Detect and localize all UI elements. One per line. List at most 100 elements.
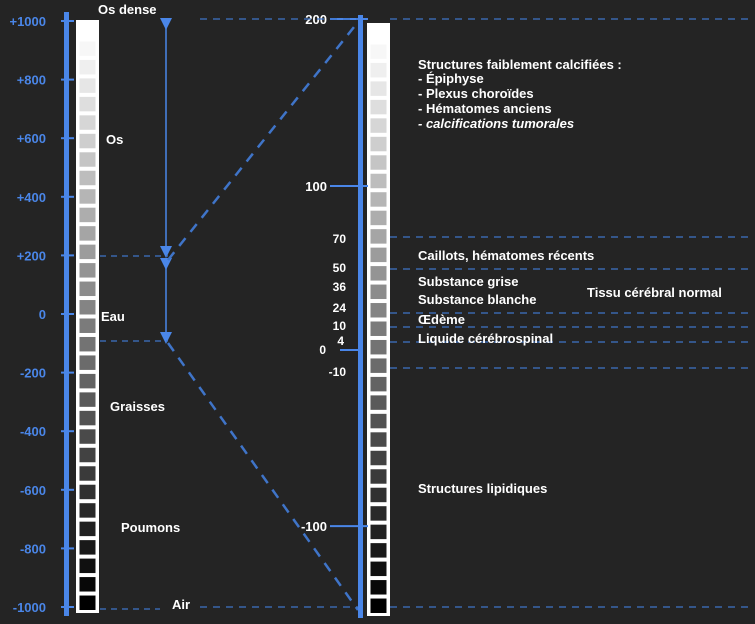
left-tick-label: -200	[20, 366, 46, 381]
right-value-label: 0	[319, 343, 326, 357]
left-strip-swatch	[78, 280, 97, 298]
normal-tissue-label: Tissu cérébral normal	[587, 285, 722, 300]
calcified-structure-item: - Plexus choroïdes	[418, 86, 534, 101]
calcified-structure-item: - Hématomes anciens	[418, 101, 552, 116]
left-strip-swatch	[78, 409, 97, 427]
right-strip-swatch	[369, 154, 388, 171]
annotations: Structures faiblement calcifiées :- Épip…	[418, 57, 722, 496]
left-strip-swatch	[78, 22, 97, 39]
left-tissue-label: Graisses	[110, 399, 165, 414]
left-strip-swatch	[78, 262, 97, 279]
left-tick-label: +800	[17, 73, 46, 88]
right-strip-swatch	[369, 412, 388, 430]
left-tissue-label: Os	[106, 132, 123, 147]
right-major-tick-label: 200	[305, 12, 327, 27]
right-value-label: 4	[337, 334, 344, 348]
calcified-structure-item: - Épiphyse	[418, 71, 484, 86]
left-strip-swatch	[78, 132, 97, 150]
left-tick-label: +600	[17, 131, 46, 146]
left-strip-swatch	[78, 465, 97, 482]
right-strip-swatch	[369, 191, 388, 208]
left-strip-frame	[76, 20, 99, 613]
left-tissue-labels: Os dense Os Eau Graisses Poumons Air	[98, 2, 190, 612]
value-guide-lines	[200, 18, 750, 608]
right-strip-swatch	[369, 449, 388, 467]
right-strip-swatch	[369, 320, 388, 337]
left-strip-swatch	[78, 151, 97, 168]
right-strip-swatch	[369, 246, 388, 264]
left-strip-swatch	[78, 188, 97, 205]
left-strip-swatch	[78, 317, 97, 334]
right-strip-swatch	[369, 80, 388, 97]
left-tick-label: -600	[20, 483, 46, 498]
left-tick-label: -1000	[13, 600, 46, 615]
left-strip-swatch	[78, 40, 97, 57]
right-scale-axis	[358, 15, 363, 618]
left-tissue-label: Os dense	[98, 2, 157, 17]
right-value-label: 50	[333, 261, 347, 275]
left-strip-swatch	[78, 372, 97, 390]
right-value-label: 70	[333, 232, 347, 246]
calcified-structure-item: - calcifications tumorales	[418, 116, 574, 131]
right-axis-bar	[358, 15, 363, 618]
right-strip-swatch	[369, 468, 388, 485]
left-tick-label: -400	[20, 424, 46, 439]
right-strip-swatch	[369, 486, 388, 504]
right-strip-swatch	[369, 505, 388, 522]
left-strip-swatch	[78, 169, 97, 187]
right-value-label: 36	[333, 280, 347, 294]
right-strip-swatch	[369, 302, 388, 319]
left-strip-swatch	[78, 225, 97, 242]
white-matter-label: Substance blanche	[418, 292, 536, 307]
right-strip-swatch	[369, 560, 388, 578]
left-strip-swatch	[78, 446, 97, 464]
left-tick-label: +200	[17, 248, 46, 263]
csf-label: Liquide cérébrospinal	[418, 331, 553, 346]
left-tick-label: 0	[39, 307, 46, 322]
right-major-tick-label: -100	[301, 519, 327, 534]
right-strip-swatch	[369, 283, 388, 301]
left-tick-label: +400	[17, 190, 46, 205]
right-value-label: 24	[333, 301, 347, 315]
right-strip-swatch	[369, 265, 388, 282]
right-strip-swatch	[369, 579, 388, 596]
left-strip-swatch	[78, 114, 97, 131]
right-strip-swatch	[369, 357, 388, 374]
left-strip-swatch	[78, 539, 97, 556]
right-strip-swatch	[369, 135, 388, 153]
left-tissue-label: Eau	[101, 309, 125, 324]
left-strip-swatch	[78, 354, 97, 371]
right-strip-swatch	[369, 597, 388, 614]
zoom-connectors	[100, 21, 360, 611]
grey-matter-label: Substance grise	[418, 274, 518, 289]
right-strip-swatch	[369, 431, 388, 448]
left-strip-swatch	[78, 576, 97, 593]
right-strip-swatch	[369, 98, 388, 116]
left-strip-swatch	[78, 299, 97, 316]
right-strip-swatch	[369, 25, 388, 42]
left-strip-swatch	[78, 428, 97, 445]
left-strip-swatch	[78, 58, 97, 76]
right-strip-frame	[367, 23, 390, 616]
right-strip-swatch	[369, 209, 388, 227]
left-strip-swatch	[78, 557, 97, 575]
right-value-label: -10	[329, 365, 347, 379]
right-strip-swatch	[369, 117, 388, 134]
left-tick-label: +1000	[9, 14, 46, 29]
left-tick-label: -800	[20, 541, 46, 556]
left-strip-swatch	[78, 483, 97, 501]
edema-label: Œdème	[418, 312, 465, 327]
right-strip-swatch	[369, 523, 388, 541]
upper-zoom-connector	[167, 21, 359, 261]
left-strip-swatch	[78, 502, 97, 519]
left-strip-swatch	[78, 95, 97, 113]
right-strip-swatch	[369, 338, 388, 356]
left-strip-swatch	[78, 206, 97, 224]
right-major-tick-label: 100	[305, 179, 327, 194]
lipid-structures-label: Structures lipidiques	[418, 481, 547, 496]
left-tissue-label: Poumons	[121, 520, 180, 535]
right-strip-swatch	[369, 43, 388, 60]
right-strip-swatch	[369, 228, 388, 245]
